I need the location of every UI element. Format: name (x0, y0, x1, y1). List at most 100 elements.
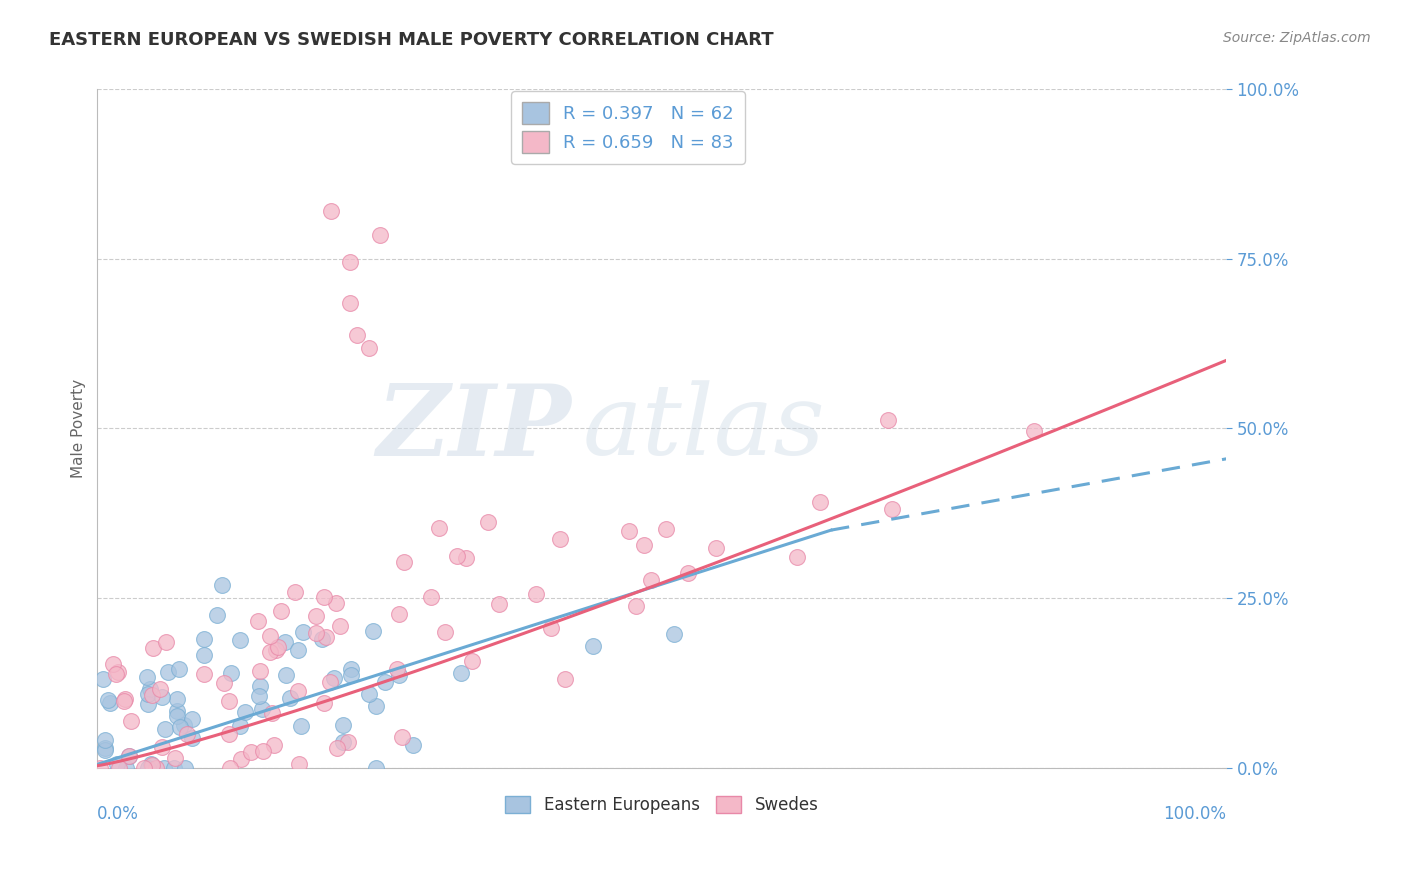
Point (205, 607, 228, 622)
Point (139, 682, 162, 697)
Point (167, 661, 190, 675)
Point (640, 574, 662, 588)
Point (339, 255, 361, 269)
Point (270, 604, 292, 618)
Point (155, 635, 177, 649)
Point (287, 683, 309, 698)
Point (176, 727, 198, 741)
Point (150, 690, 173, 704)
Point (332, 718, 354, 732)
Point (392, 555, 415, 569)
Point (357, 687, 380, 701)
Text: ZIP: ZIP (377, 380, 571, 476)
Point (450, 665, 472, 680)
Legend: Eastern Europeans, Swedes: Eastern Europeans, Swedes (499, 789, 825, 821)
Point (142, 641, 165, 656)
Point (339, 296, 361, 310)
Point (239, 745, 262, 759)
Point (305, 626, 328, 640)
Point (461, 653, 484, 667)
Point (174, 761, 197, 775)
Point (706, 541, 728, 556)
Text: 0.0%: 0.0% (97, 805, 139, 823)
Point (329, 618, 352, 632)
Point (312, 591, 335, 605)
Point (524, 587, 547, 601)
Point (149, 681, 172, 696)
Point (141, 688, 163, 702)
Point (94, 732, 117, 747)
Point (808, 495, 831, 509)
Point (446, 549, 468, 563)
Point (264, 642, 287, 657)
Point (108, 761, 131, 775)
Point (105, 666, 128, 681)
Point (156, 665, 179, 679)
Point (402, 738, 425, 752)
Point (136, 687, 159, 701)
Point (94, 741, 117, 756)
Point (346, 328, 368, 343)
Point (548, 532, 571, 546)
Point (89, 761, 111, 775)
Point (141, 758, 163, 772)
Point (420, 591, 443, 605)
Point (454, 551, 477, 566)
Point (181, 712, 204, 726)
Point (153, 722, 176, 736)
Text: EASTERN EUROPEAN VS SWEDISH MALE POVERTY CORRELATION CHART: EASTERN EUROPEAN VS SWEDISH MALE POVERTY… (49, 31, 773, 49)
Point (274, 635, 297, 649)
Point (166, 704, 188, 718)
Point (150, 740, 173, 755)
Point (326, 741, 349, 756)
Point (388, 668, 411, 682)
Point (165, 750, 187, 764)
Point (101, 657, 124, 671)
Point (120, 714, 142, 728)
Point (228, 632, 250, 647)
Point (361, 624, 384, 638)
Point (259, 644, 281, 658)
Point (427, 521, 450, 535)
Point (233, 705, 256, 719)
Point (287, 643, 309, 657)
Point (368, 228, 391, 243)
Point (249, 679, 271, 693)
Point (112, 694, 135, 708)
Point (323, 671, 346, 685)
Point (305, 608, 328, 623)
Point (617, 524, 640, 539)
Point (488, 597, 510, 611)
Point (219, 666, 242, 681)
Point (321, 204, 343, 219)
Point (218, 761, 240, 775)
Point (181, 731, 204, 745)
Point (291, 624, 314, 639)
Point (136, 697, 159, 711)
Point (364, 698, 387, 713)
Point (662, 627, 685, 641)
Point (153, 761, 176, 775)
Point (880, 502, 903, 516)
Point (97, 693, 120, 707)
Point (94, 743, 117, 757)
Point (247, 614, 270, 628)
Point (193, 666, 215, 681)
Text: Source: ZipAtlas.com: Source: ZipAtlas.com (1223, 31, 1371, 45)
Point (163, 761, 186, 775)
Point (332, 735, 354, 749)
Point (385, 662, 408, 676)
Point (477, 516, 499, 530)
Point (359, 341, 381, 355)
Point (339, 668, 361, 682)
Point (169, 720, 191, 734)
Point (249, 664, 271, 678)
Point (284, 584, 307, 599)
Point (391, 730, 413, 744)
Point (337, 735, 360, 749)
Point (374, 675, 396, 690)
Point (145, 761, 167, 775)
Point (136, 761, 159, 775)
Point (278, 690, 301, 705)
Point (107, 665, 129, 679)
